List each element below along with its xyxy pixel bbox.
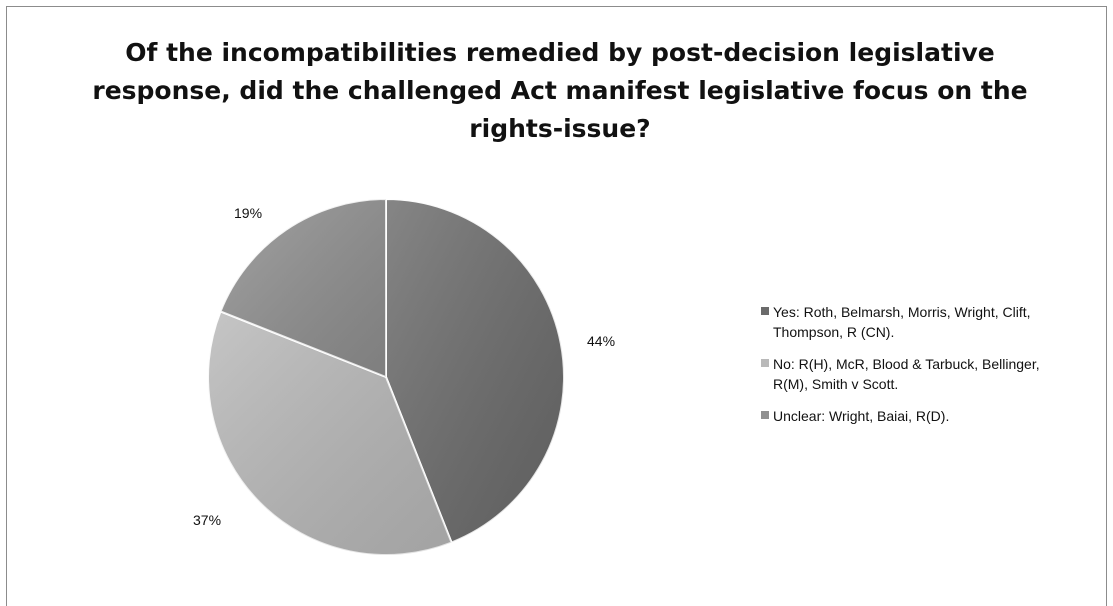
chart-title-line-1: Of the incompatibilities remedied by pos… — [125, 38, 995, 67]
chart-title-line-3: rights-issue? — [469, 114, 651, 143]
slice-label-yes: 44% — [587, 333, 616, 349]
chart-frame — [6, 6, 1107, 606]
slice-label-no: 37% — [193, 512, 222, 528]
legend-label-no-line-1: No: R(H), McR, Blood & Tarbuck, Bellinge… — [773, 356, 1040, 372]
slice-label-unclear: 19% — [234, 205, 263, 221]
chart-title-line-2: response, did the challenged Act manifes… — [92, 76, 1028, 105]
legend-label-unclear-line-1: Unclear: Wright, Baiai, R(D). — [773, 408, 950, 424]
legend-swatch-unclear — [761, 411, 769, 419]
legend-item-no: No: R(H), McR, Blood & Tarbuck, Bellinge… — [761, 354, 1113, 394]
chart-legend: Yes: Roth, Belmarsh, Morris, Wright, Cli… — [761, 302, 1113, 438]
legend-item-yes: Yes: Roth, Belmarsh, Morris, Wright, Cli… — [761, 302, 1113, 342]
legend-swatch-yes — [761, 307, 769, 315]
legend-label-yes-line-1: Yes: Roth, Belmarsh, Morris, Wright, Cli… — [773, 304, 1031, 320]
legend-swatch-no — [761, 359, 769, 367]
pie-slice-no-shading — [207, 311, 452, 556]
legend-label-yes-line-2: Thompson, R (CN). — [773, 324, 895, 340]
chart-title: Of the incompatibilities remedied by pos… — [60, 34, 1060, 148]
legend-label-no-line-2: R(M), Smith v Scott. — [773, 376, 899, 392]
pie-slice-yes-shading — [386, 199, 565, 543]
legend-item-unclear: Unclear: Wright, Baiai, R(D). — [761, 406, 1113, 426]
pie-slice-unclear-shading — [220, 199, 386, 377]
